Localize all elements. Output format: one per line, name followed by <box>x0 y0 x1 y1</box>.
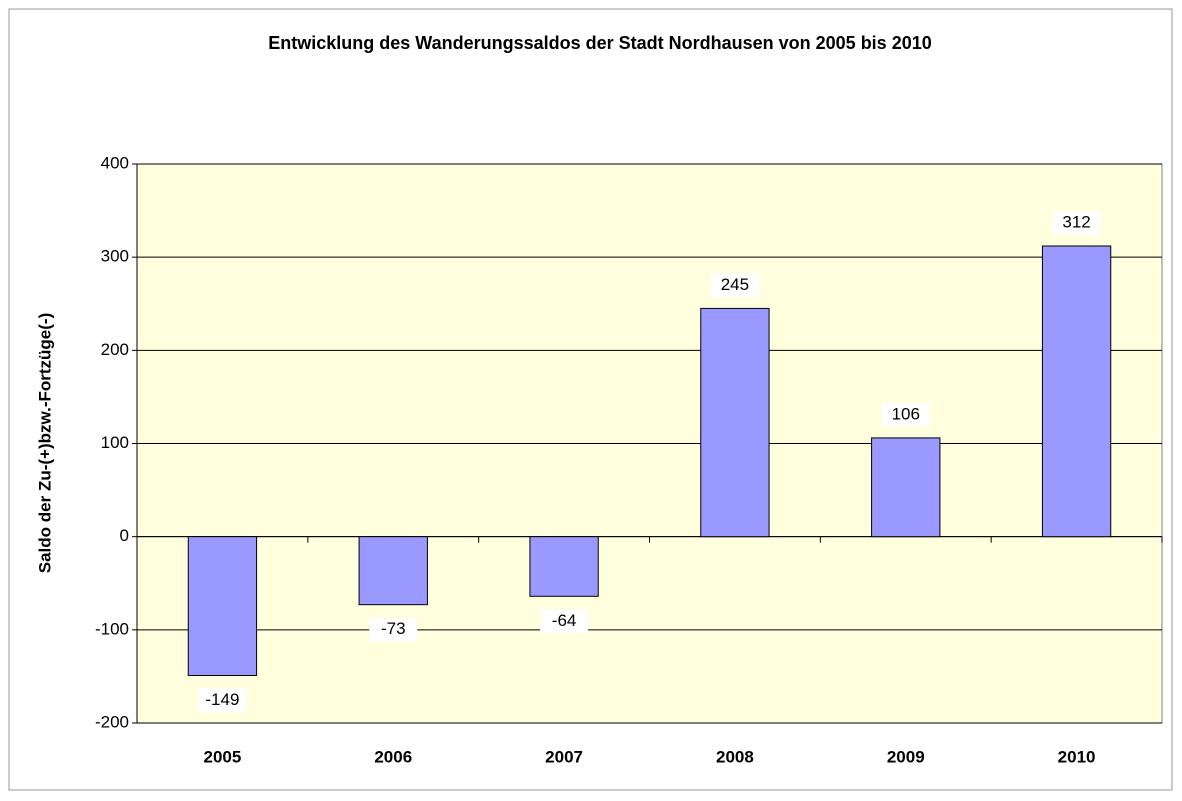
bar <box>1041 245 1112 538</box>
x-tick-label: 2010 <box>1058 747 1096 766</box>
y-tick-label: 400 <box>101 153 129 172</box>
data-label: -149 <box>205 690 239 709</box>
data-label-box <box>710 273 759 298</box>
y-tick-label: 200 <box>101 340 129 359</box>
bar <box>187 536 258 676</box>
y-tick-label: 300 <box>101 247 129 266</box>
y-tick-label: 0 <box>120 526 129 545</box>
data-label-box <box>198 688 247 713</box>
data-label: 106 <box>892 404 920 423</box>
data-label-box <box>540 609 589 634</box>
x-tick-label: 2008 <box>716 747 754 766</box>
data-label: -73 <box>381 619 406 638</box>
y-tick-label: -100 <box>95 619 129 638</box>
x-tick-label: 2009 <box>887 747 925 766</box>
data-label-box <box>369 617 418 642</box>
chart-title: Entwicklung des Wanderungssaldos der Sta… <box>268 33 932 53</box>
data-label: 245 <box>721 275 749 294</box>
data-label: -64 <box>552 611 577 630</box>
bar <box>358 536 428 606</box>
data-label: 312 <box>1062 212 1090 231</box>
x-tick-label: 2007 <box>545 747 583 766</box>
bar <box>529 536 599 597</box>
bar <box>700 307 770 538</box>
x-tick-label: 2005 <box>204 747 242 766</box>
data-label-box <box>1052 210 1101 235</box>
x-tick-label: 2006 <box>374 747 412 766</box>
y-tick-label: -200 <box>95 712 129 731</box>
data-label-box <box>881 402 930 427</box>
bar <box>871 437 941 538</box>
y-axis-label: Saldo der Zu-(+)bzw.-Fortzüge(-) <box>35 313 54 573</box>
y-tick-label: 100 <box>101 433 129 452</box>
